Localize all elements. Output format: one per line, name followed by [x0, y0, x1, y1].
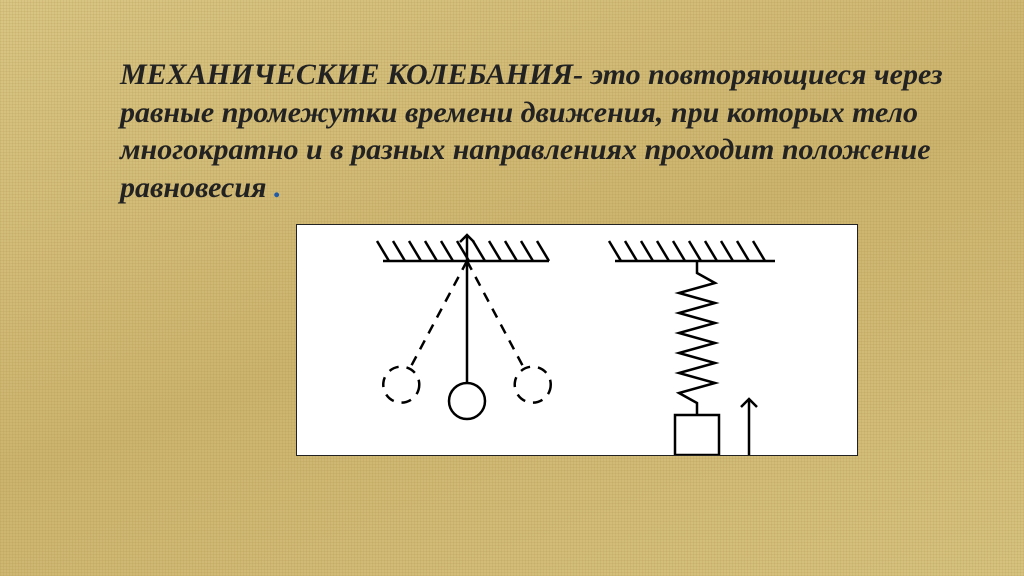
- slide: МЕХАНИЧЕСКИЕ КОЛЕБАНИЯ- это повторяющиес…: [0, 0, 1024, 576]
- term-text: МЕХАНИЧЕСКИЕ КОЛЕБАНИЯ-: [120, 58, 583, 91]
- period-dot: .: [274, 171, 282, 204]
- pendulum-spring-figure: [296, 224, 858, 456]
- definition-paragraph: МЕХАНИЧЕСКИЕ КОЛЕБАНИЯ- это повторяющиес…: [120, 56, 952, 206]
